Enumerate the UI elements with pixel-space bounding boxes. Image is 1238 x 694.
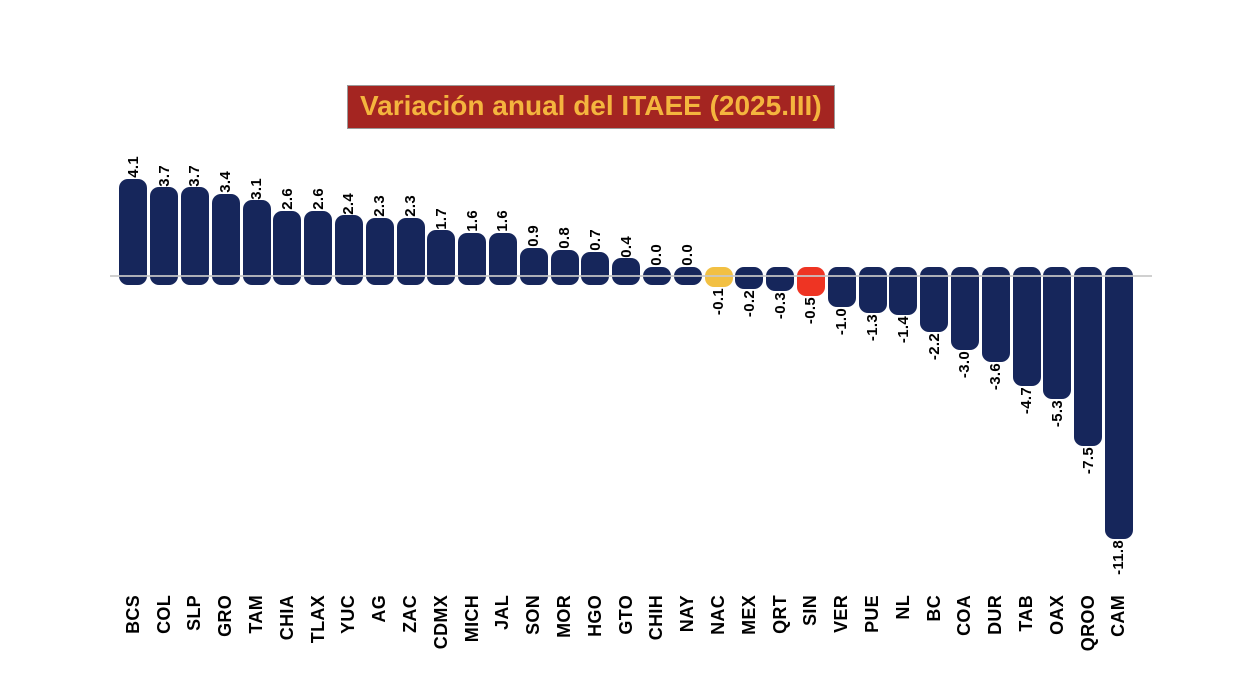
bar-value-label-bcs: 4.1	[124, 156, 142, 178]
bar-value-label-nay: 0.0	[679, 244, 697, 266]
bar-value-label-hgo: 0.7	[586, 229, 604, 251]
x-axis-label-chia: CHIA	[276, 595, 297, 641]
bar-value-label-oax: -5.3	[1048, 399, 1066, 427]
bar-chia	[273, 211, 302, 285]
x-axis-label-son: SON	[523, 595, 544, 635]
bar-value-label-chih: 0.0	[648, 244, 666, 266]
bar-slp	[181, 187, 209, 285]
bar-cam	[1105, 267, 1133, 539]
x-axis-label-cam: CAM	[1108, 595, 1129, 637]
bar-value-label-bc: -2.2	[925, 333, 943, 361]
bar-dur	[981, 267, 1010, 363]
bar-value-label-qrt: -0.3	[771, 292, 789, 320]
bar-tlax	[304, 211, 333, 285]
bar-oax	[1043, 267, 1072, 399]
bar-gro	[211, 193, 240, 285]
bar-value-label-mor: 0.8	[556, 227, 574, 249]
bar-value-label-tlax: 2.6	[309, 188, 327, 211]
bar-mor	[550, 249, 579, 285]
bar-sin	[797, 267, 825, 296]
bar-value-label-mich: 1.6	[463, 209, 481, 232]
bar-qrt	[766, 267, 795, 292]
x-axis-label-nl: NL	[892, 595, 913, 620]
x-axis-label-chih: CHIH	[646, 595, 667, 641]
bar-value-label-jal: 1.6	[494, 209, 512, 232]
bar-value-label-gto: 0.4	[617, 235, 635, 258]
chart-area: 4.1 BCS 3.7 COL 3.7 SLP 3.4 GRO 3.1 TAM 2.6 CHIA 2.6…	[110, 140, 1152, 694]
bar-value-label-qroo: -7.5	[1079, 447, 1097, 475]
bar-bc	[920, 267, 949, 333]
bar-value-label-yuc: 2.4	[340, 192, 358, 215]
zero-axis-line	[110, 275, 1152, 277]
chart-title: Variación anual del ITAEE (2025.III)	[347, 85, 835, 129]
bar-ag	[365, 217, 394, 285]
bar-ver	[827, 267, 856, 307]
bar-tab	[1012, 267, 1041, 387]
bar-value-label-dur: -3.6	[987, 363, 1005, 391]
x-axis-label-qrt: QRT	[769, 595, 790, 634]
bar-value-label-ver: -1.0	[833, 307, 851, 335]
x-axis-label-ver: VER	[831, 595, 852, 633]
bar-coa	[951, 267, 979, 350]
x-axis-label-gto: GTO	[615, 595, 636, 635]
bar-value-label-col: 3.7	[155, 164, 173, 187]
x-axis-label-nac: NAC	[708, 595, 729, 635]
bar-value-label-gro: 3.4	[217, 171, 235, 193]
bar-value-label-ag: 2.3	[371, 194, 389, 217]
bar-mich	[458, 232, 487, 285]
x-axis-label-tam: TAM	[246, 595, 267, 634]
x-axis-label-col: COL	[153, 595, 174, 634]
bar-qroo	[1074, 267, 1103, 447]
bar-jal	[489, 232, 517, 285]
x-axis-label-slp: SLP	[184, 595, 205, 631]
bar-value-label-cam: -11.8	[1110, 539, 1128, 575]
x-axis-label-tlax: TLAX	[307, 595, 328, 644]
x-axis-label-yuc: YUC	[338, 595, 359, 634]
bar-pue	[858, 267, 887, 313]
x-axis-label-cdmx: CDMX	[430, 595, 451, 650]
bar-tam	[242, 200, 271, 285]
bar-value-label-son: 0.9	[525, 224, 543, 247]
x-axis-label-dur: DUR	[985, 595, 1006, 635]
x-axis-label-jal: JAL	[492, 595, 513, 630]
x-axis-label-pue: PUE	[862, 595, 883, 633]
bar-value-label-coa: -3.0	[956, 350, 974, 378]
bar-bcs	[119, 178, 148, 285]
bar-mex	[735, 267, 764, 290]
x-axis-label-ag: AG	[369, 595, 390, 623]
bar-value-label-nl: -1.4	[894, 316, 912, 344]
x-axis-label-sin: SIN	[800, 595, 821, 626]
x-axis-label-bc: BC	[923, 595, 944, 622]
x-axis-label-gro: GRO	[215, 595, 236, 637]
bar-value-label-sin: -0.5	[802, 296, 820, 324]
x-axis-label-oax: OAX	[1046, 595, 1067, 635]
bar-value-label-tam: 3.1	[248, 177, 266, 200]
bar-value-label-nac: -0.1	[710, 288, 728, 316]
x-axis-label-coa: COA	[954, 595, 975, 636]
bar-value-label-mex: -0.2	[740, 290, 758, 318]
bar-value-label-zac: 2.3	[402, 194, 420, 217]
bar-hgo	[581, 251, 610, 285]
x-axis-label-qroo: QROO	[1077, 595, 1098, 652]
x-axis-label-mex: MEX	[738, 595, 759, 635]
x-axis-label-nay: NAY	[677, 595, 698, 633]
bar-gto	[612, 258, 641, 285]
bar-son	[519, 247, 548, 285]
bar-value-label-cdmx: 1.7	[432, 207, 450, 230]
bar-zac	[396, 217, 425, 285]
bar-value-label-slp: 3.7	[186, 164, 204, 187]
x-axis-label-mor: MOR	[554, 595, 575, 638]
bar-col	[150, 187, 179, 285]
x-axis-label-tab: TAB	[1016, 595, 1037, 632]
bar-value-label-pue: -1.3	[864, 313, 882, 341]
bar-yuc	[335, 215, 363, 285]
x-axis-label-hgo: HGO	[584, 595, 605, 637]
x-axis-label-bcs: BCS	[122, 595, 143, 634]
x-axis-label-zac: ZAC	[400, 595, 421, 633]
bar-value-label-tab: -4.7	[1018, 387, 1036, 415]
bar-nac	[704, 267, 733, 288]
x-axis-label-mich: MICH	[461, 595, 482, 643]
bar-value-label-chia: 2.6	[278, 188, 296, 211]
